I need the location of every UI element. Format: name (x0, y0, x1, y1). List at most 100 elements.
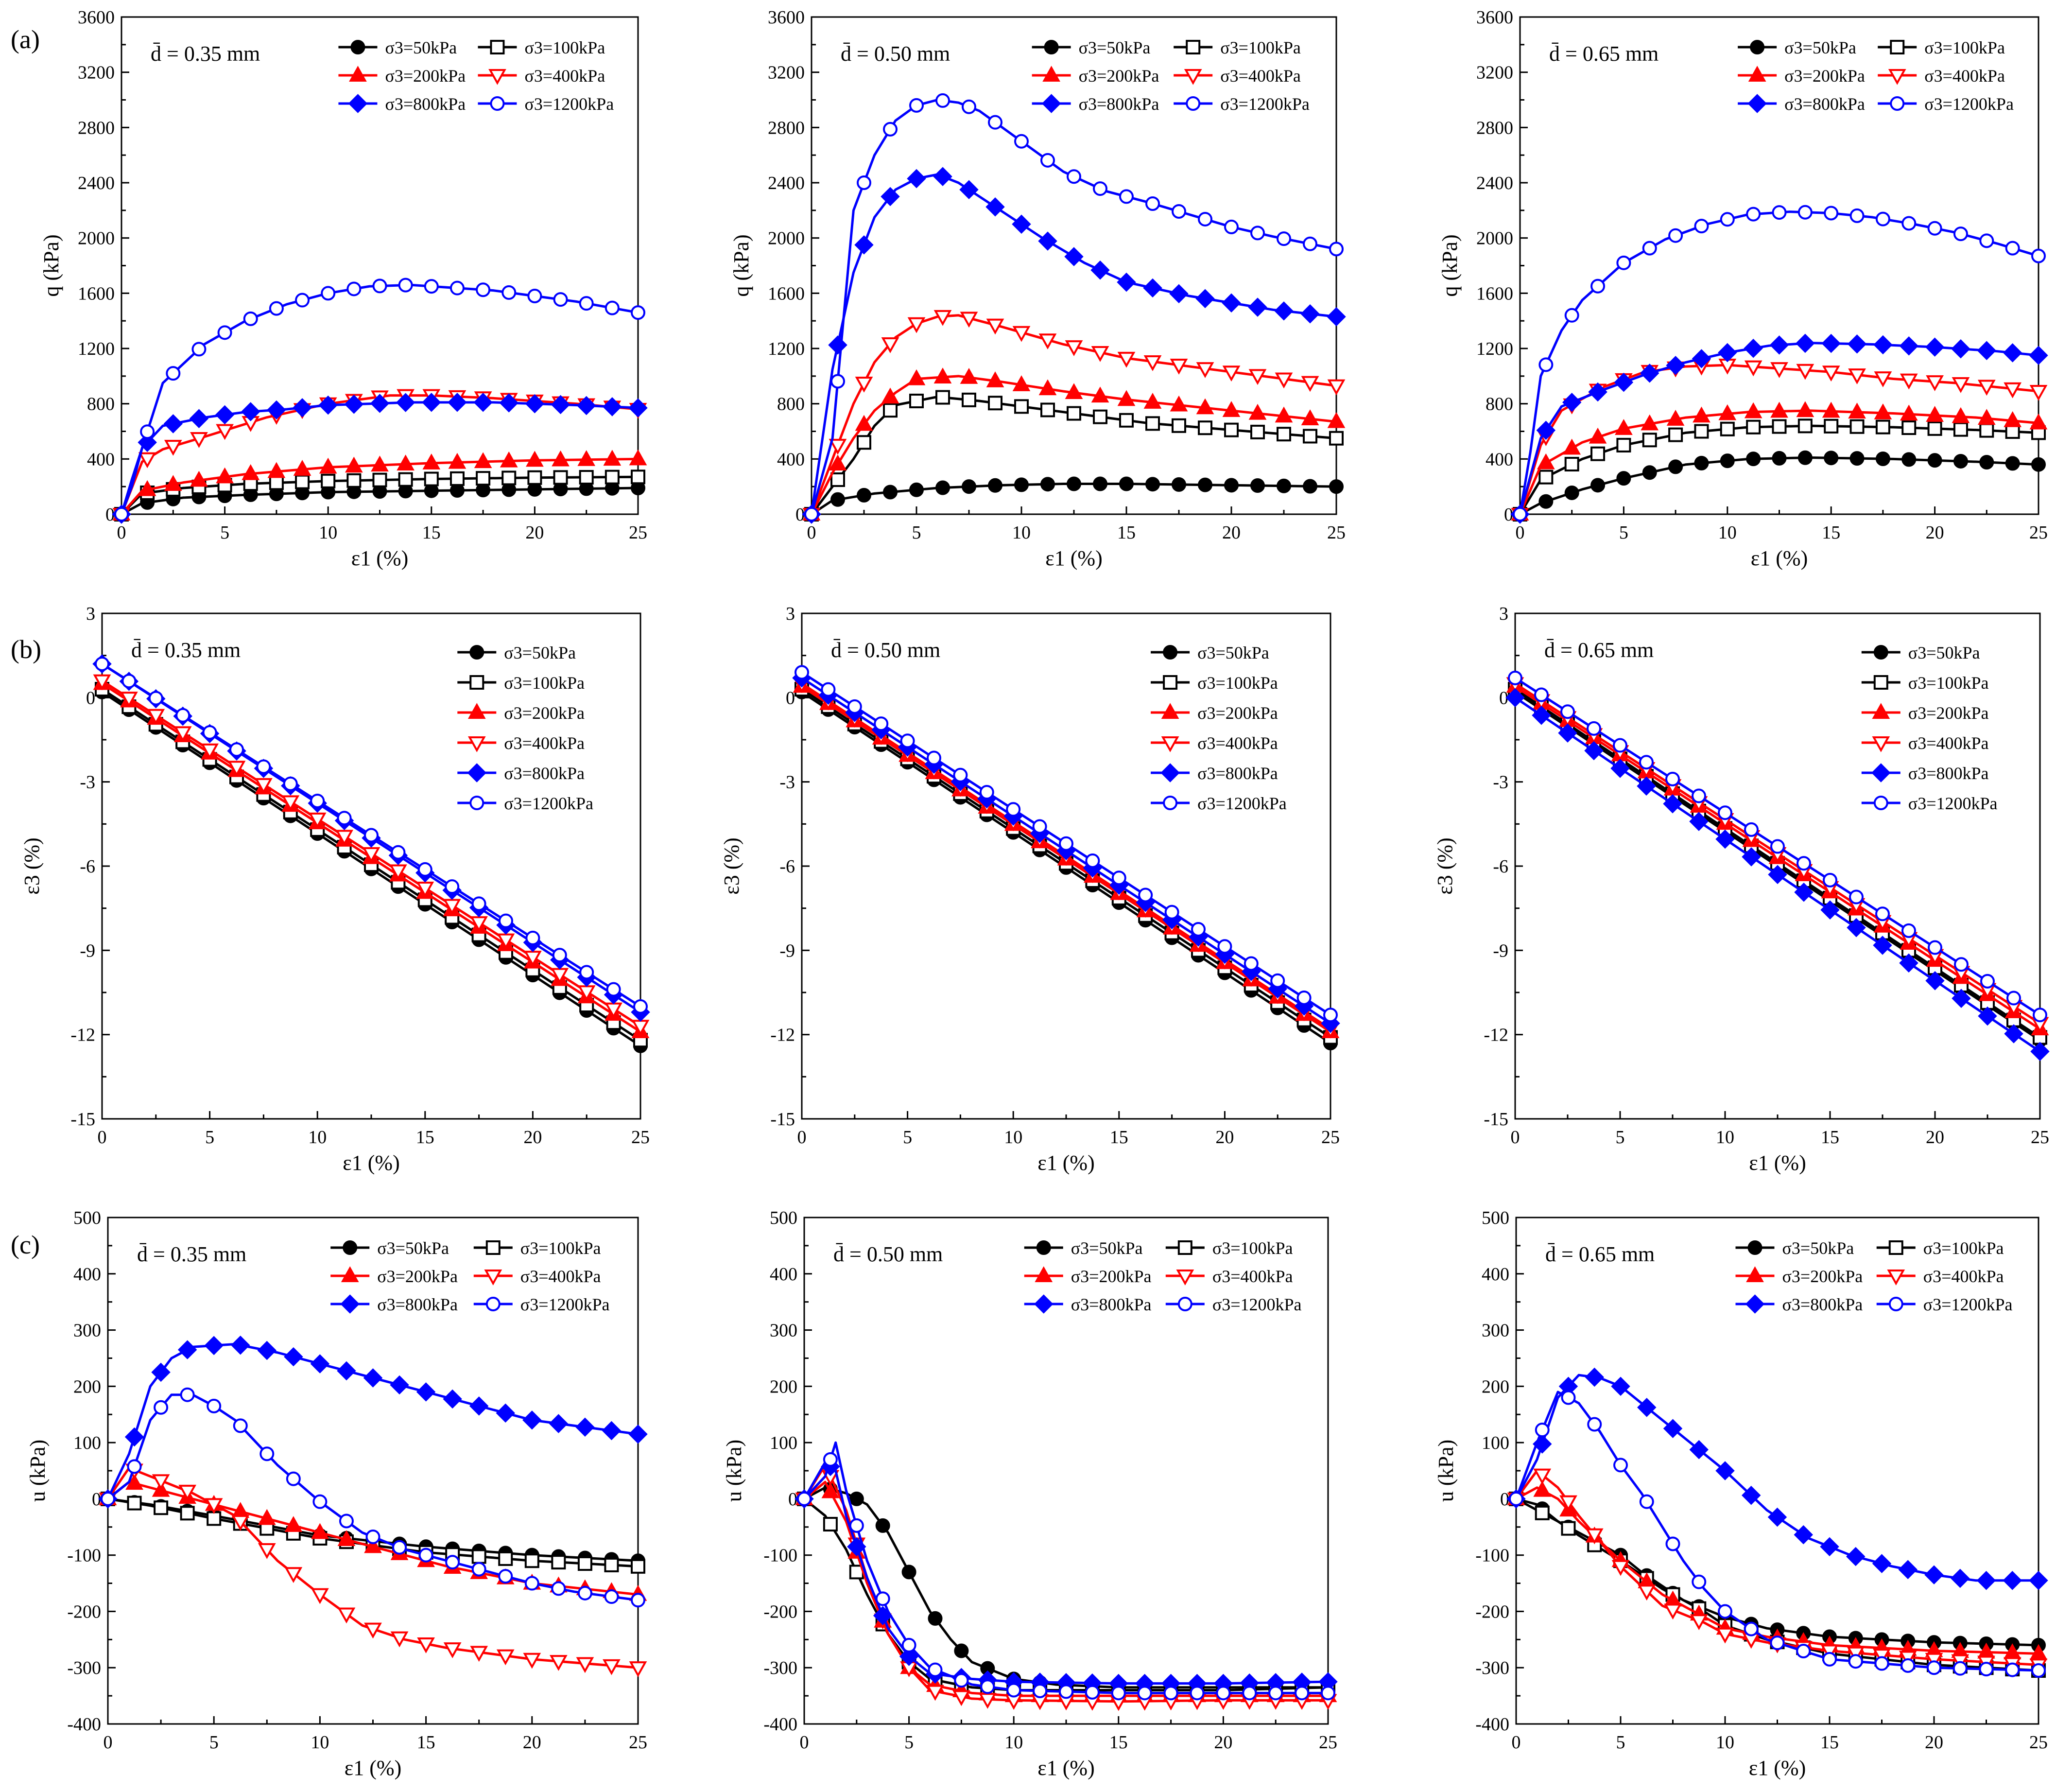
data-point (960, 367, 978, 384)
legend-label: σ3=200kPa (1079, 66, 1159, 86)
data-point (901, 1565, 916, 1580)
data-point (281, 795, 300, 812)
data-point (293, 398, 312, 418)
legend: σ3=50kPa σ3=100kPa σ3=200kPa σ3=400kPa σ3=80… (1735, 1238, 2012, 1314)
x-tick-label: 25 (629, 1732, 647, 1753)
data-point (1768, 865, 1787, 885)
y-tick-label: 400 (1486, 449, 1513, 470)
data-point (1642, 465, 1657, 480)
data-point (448, 393, 467, 412)
data-point (524, 1576, 539, 1591)
data-point (1846, 1547, 1866, 1566)
data-point (180, 1387, 195, 1402)
data-point (857, 435, 871, 450)
data-point (1327, 412, 1346, 428)
legend-label: σ3=50kPa (1784, 38, 1856, 57)
panel-title: d̄ = 0.35 mm (137, 1242, 246, 1266)
series-1 (804, 390, 1344, 522)
legend-marker (1746, 1266, 1764, 1283)
data-point (1170, 395, 1188, 412)
data-point (496, 1403, 515, 1423)
data-point (1770, 839, 1785, 854)
data-point (1689, 812, 1709, 831)
legend-marker (1750, 40, 1765, 54)
data-point (1849, 451, 1865, 466)
data-point (1767, 1507, 1787, 1527)
data-point (1559, 1495, 1577, 1512)
legend-label: σ3=800kPa (1071, 1295, 1152, 1314)
data-point (1979, 423, 1994, 438)
data-point (1797, 450, 1813, 465)
data-point (1637, 776, 1656, 796)
legend-label: σ3=400kPa (1923, 1267, 2004, 1286)
panel-c2: 0 5 10 15 20 25 -400 -300 -200 -100 0 100 200 300 400 5… (722, 1208, 1338, 1780)
panel-title: d̄ = 0.50 mm (833, 1242, 943, 1266)
data-point (1797, 418, 1813, 434)
x-tick-label: 10 (308, 1127, 327, 1148)
legend-marker (1042, 66, 1060, 82)
legend-label: σ3=400kPa (524, 66, 605, 86)
series-line (1515, 1469, 2039, 1666)
data-point (1172, 477, 1186, 492)
x-tick-label: 10 (1012, 522, 1031, 543)
data-point (1560, 704, 1575, 719)
data-point (1927, 421, 1942, 436)
data-point (445, 1555, 460, 1570)
y-tick-label: 3600 (1476, 7, 1513, 28)
data-point (390, 1631, 409, 1648)
legend-marker (1186, 96, 1201, 111)
data-point (881, 187, 900, 207)
y-tick-label: -400 (1475, 1714, 1509, 1735)
data-point (365, 1530, 380, 1545)
data-point (1899, 1651, 1917, 1667)
data-point (372, 278, 387, 294)
data-point (335, 830, 353, 846)
data-point (371, 455, 389, 472)
legend-marker (341, 1266, 359, 1283)
data-point (830, 374, 845, 389)
data-point (207, 1398, 222, 1413)
data-point (337, 811, 352, 826)
data-point (1217, 939, 1232, 954)
legend-marker (490, 96, 505, 111)
legend-marker (340, 1294, 360, 1314)
data-point (148, 691, 163, 706)
data-point (1191, 922, 1206, 937)
data-point (575, 1417, 595, 1437)
legend-marker (1888, 69, 1906, 85)
data-point (960, 312, 978, 328)
series-4 (98, 1335, 648, 1509)
data-point (1172, 204, 1186, 219)
data-point (1742, 847, 1761, 867)
data-point (164, 475, 182, 491)
data-point (830, 492, 845, 507)
y-tick-label: -6 (1493, 856, 1508, 877)
data-point (883, 122, 898, 137)
legend-label: σ3=200kPa (1197, 703, 1278, 723)
data-point (449, 280, 465, 296)
y-tick-label: 300 (770, 1321, 797, 1341)
legend-label: σ3=400kPa (504, 733, 585, 753)
data-point (1564, 308, 1579, 323)
legend-marker (1161, 703, 1179, 719)
data-point (962, 392, 976, 407)
x-tick-label: 10 (1716, 1127, 1734, 1148)
legend: σ3=50kPa σ3=100kPa σ3=200kPa σ3=400kPa σ3=80… (1032, 38, 1310, 114)
data-point (602, 1421, 622, 1441)
data-point (1849, 419, 1865, 434)
data-point (1977, 409, 1996, 425)
y-tick-label: 400 (770, 1264, 797, 1285)
data-point (498, 1551, 513, 1566)
data-point (498, 1569, 513, 1584)
data-point (1616, 471, 1631, 486)
x-tick-label: 10 (311, 1732, 329, 1753)
row-label-c: (c) (11, 1230, 40, 1259)
data-point (629, 449, 647, 466)
legend-label: σ3=1200kPa (524, 94, 614, 114)
data-point (1926, 406, 1944, 422)
data-point (190, 432, 208, 448)
data-point (1215, 944, 1235, 964)
data-point (416, 1382, 436, 1402)
x-tick-label: 5 (912, 522, 921, 543)
data-point (1085, 853, 1100, 869)
